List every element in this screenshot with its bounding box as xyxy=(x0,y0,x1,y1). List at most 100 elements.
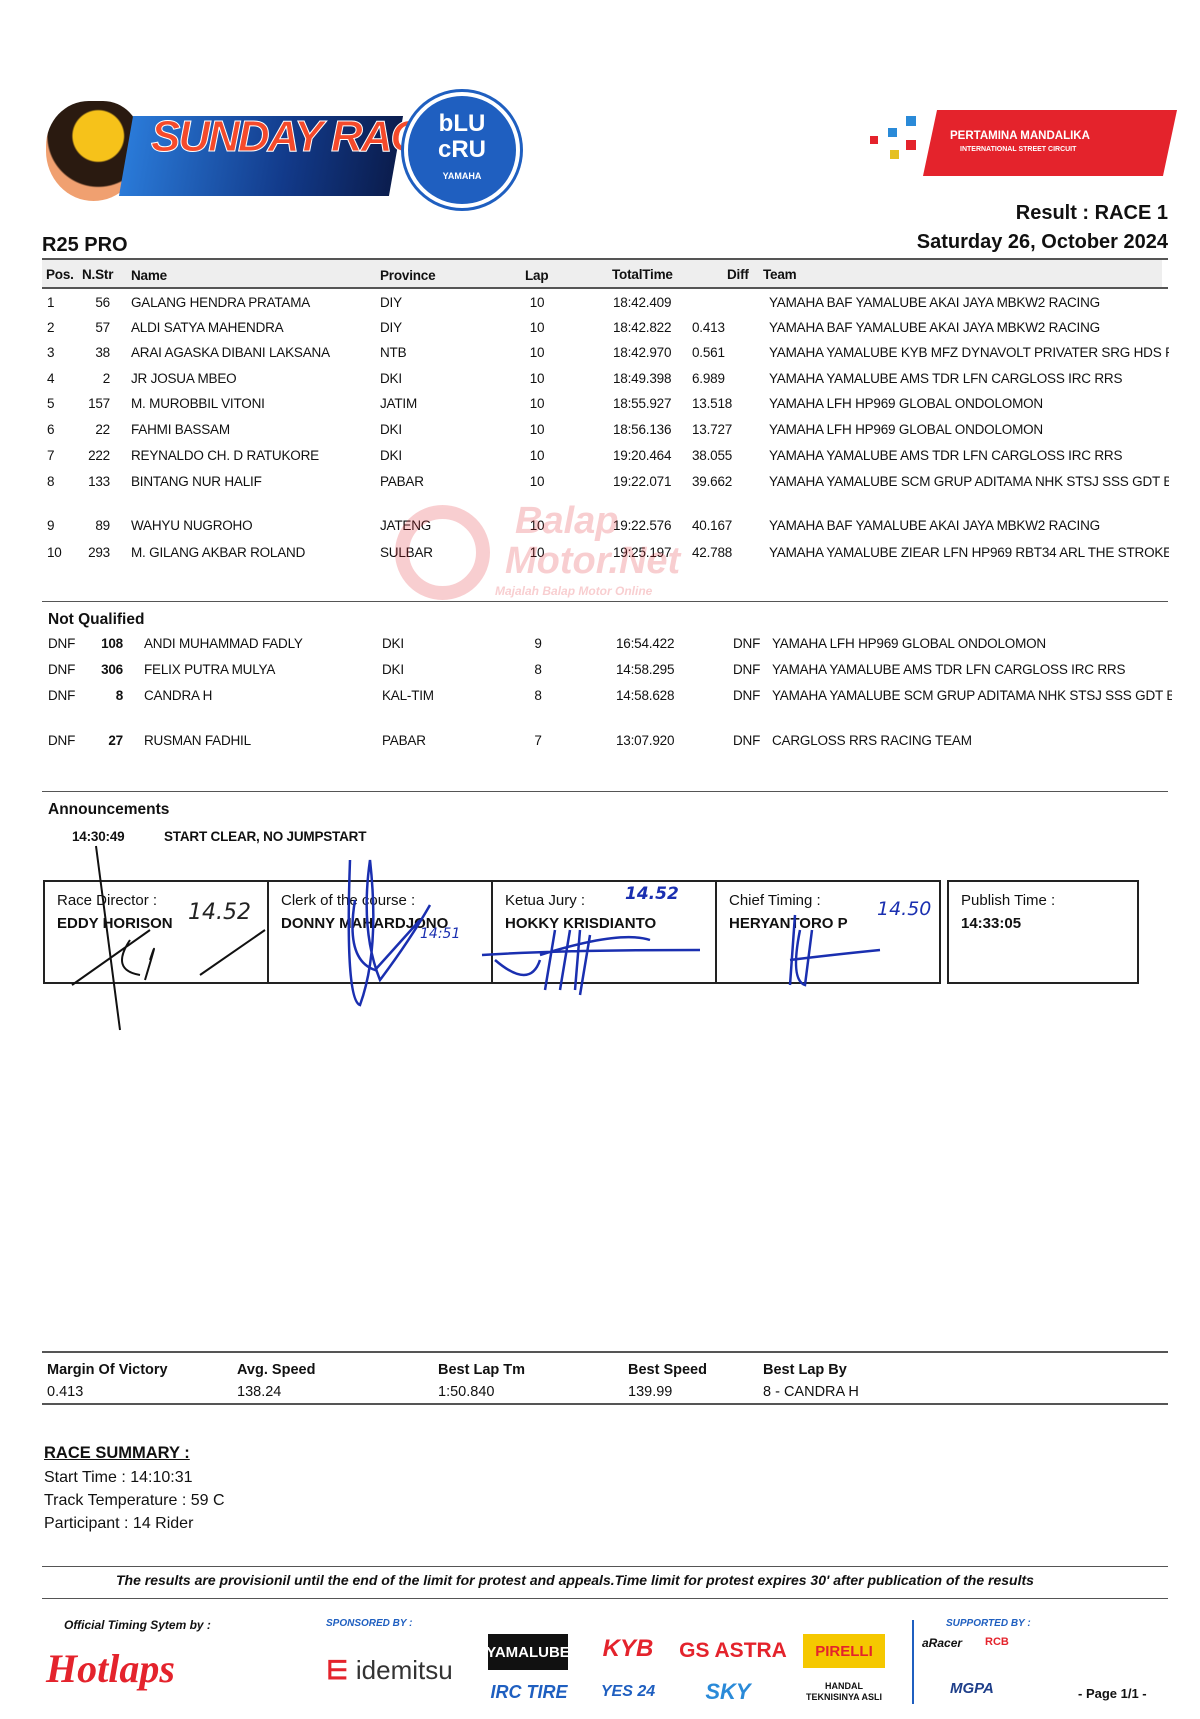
race-date: Saturday 26, October 2024 xyxy=(916,231,1168,253)
cell-diff: 6.989 xyxy=(692,371,725,386)
signature-label: Chief Timing : xyxy=(729,892,821,909)
cell-name: RUSMAN FADHIL xyxy=(144,733,251,748)
cell-pos: 8 xyxy=(47,474,55,489)
track-temperature: Track Temperature : 59 C xyxy=(44,1492,225,1509)
table-row: 4 2 JR JOSUA MBEO DKI 10 18:49.398 6.989 YAMAHA… xyxy=(0,371,1200,393)
idemitsu-logo: ⋿ idemitsu xyxy=(326,1655,453,1685)
handwritten-time: 14.52 xyxy=(625,884,679,904)
signature-name: HERYANTORO P xyxy=(729,915,848,932)
cell-name: CANDRA H xyxy=(144,688,213,703)
page-number: - Page 1/1 - xyxy=(1078,1686,1147,1701)
footer-divider xyxy=(912,1620,914,1704)
signature-box-clerk: Clerk of the course : DONNY MAHARDJONO xyxy=(267,880,493,984)
cell-lap: 10 xyxy=(529,545,545,560)
col-diff: Diff xyxy=(727,267,749,282)
table-row: 5 157 M. MUROBBIL VITONI JATIM 10 18:55.927 13… xyxy=(0,396,1200,418)
cell-diff: 13.518 xyxy=(692,396,733,411)
sponsored-label: SPONSORED BY : xyxy=(326,1618,413,1629)
stat-label: Best Speed xyxy=(628,1362,707,1378)
cell-diff: DNF xyxy=(733,688,761,703)
mgpa-logo: MGPA xyxy=(950,1680,994,1697)
col-team: Team xyxy=(763,267,797,282)
cell-pos: 2 xyxy=(47,320,55,335)
signature-name: DONNY MAHARDJONO xyxy=(281,915,449,932)
table-header xyxy=(42,260,1162,287)
cell-total: 18:49.398 xyxy=(613,371,672,386)
table-row: DNF 27 RUSMAN FADHIL PABAR 7 13:07.920 DNF CARG… xyxy=(0,733,1200,755)
cell-team: YAMAHA BAF YAMALUBE AKAI JAYA MBKW2 RACI… xyxy=(769,320,1100,335)
rcb-logo: RCB xyxy=(985,1636,1009,1648)
cell-pos: 3 xyxy=(47,345,55,360)
kyb-logo: KYB xyxy=(602,1635,654,1662)
table-row: 1 56 GALANG HENDRA PRATAMA DIY 10 18:42.409 YA… xyxy=(0,295,1200,317)
table-row: DNF 8 CANDRA H KAL-TIM 8 14:58.628 DNF YAMAHA Y… xyxy=(0,688,1200,710)
stat-label: Margin Of Victory xyxy=(47,1362,168,1378)
cell-team: YAMAHA YAMALUBE SCM GRUP ADITAMA NHK STS… xyxy=(772,688,1172,703)
cell-diff: 0.413 xyxy=(692,320,725,335)
cell-diff: 42.788 xyxy=(692,545,733,560)
col-lap: Lap xyxy=(525,268,549,283)
cell-pos: 10 xyxy=(47,545,62,560)
cell-lap: 10 xyxy=(529,371,545,386)
cell-lap: 10 xyxy=(529,448,545,463)
col-province: Province xyxy=(380,268,436,283)
cell-pos: DNF xyxy=(48,733,76,748)
cell-lap: 10 xyxy=(529,320,545,335)
timing-label: Official Timing Sytem by : xyxy=(64,1618,211,1632)
class-title: R25 PRO xyxy=(42,234,128,256)
cell-province: DKI xyxy=(382,662,404,677)
mandalika-logo: PERTAMINA MANDALIKA INTERNATIONAL STREET… xyxy=(870,110,1178,176)
cell-nstr: 2 xyxy=(102,371,111,386)
cell-total: 13:07.920 xyxy=(616,733,675,748)
handal-logo: HANDAL TEKNISINYA ASLI xyxy=(805,1681,882,1702)
table-row: DNF 306 FELIX PUTRA MULYA DKI 8 14:58.295 DNF Y… xyxy=(0,662,1200,684)
cell-team: CARGLOSS RRS RACING TEAM xyxy=(772,733,972,748)
cell-team: YAMAHA LFH HP969 GLOBAL ONDOLOMON xyxy=(769,396,1043,411)
cell-pos: DNF xyxy=(48,636,76,651)
cell-name: FAHMI BASSAM xyxy=(131,422,230,437)
cell-nstr: 222 xyxy=(88,448,110,463)
cell-pos: DNF xyxy=(48,688,76,703)
aracer-logo: aRacer xyxy=(922,1636,963,1650)
cell-total: 14:58.295 xyxy=(616,662,675,677)
sunday-race-logo: SUNDAY RACE xyxy=(46,96,450,206)
cell-lap: 10 xyxy=(529,518,545,533)
cell-province: DKI xyxy=(380,448,402,463)
cell-team: YAMAHA BAF YAMALUBE AKAI JAYA MBKW2 RACI… xyxy=(769,518,1100,533)
cell-team: YAMAHA YAMALUBE AMS TDR LFN CARGLOSS IRC… xyxy=(772,662,1126,677)
table-row: 8 133 BINTANG NUR HALIF PABAR 10 19:22.071 39.… xyxy=(0,474,1200,496)
cell-lap: 10 xyxy=(529,422,545,437)
race-summary-title: RACE SUMMARY : xyxy=(44,1444,190,1462)
cell-diff: DNF xyxy=(733,733,761,748)
cell-total: 18:56.136 xyxy=(613,422,672,437)
signature-name: EDDY HORISON xyxy=(57,915,173,932)
cell-province: NTB xyxy=(380,345,407,360)
cell-total: 18:55.927 xyxy=(613,396,672,411)
cell-nstr: 306 xyxy=(101,662,123,677)
cell-nstr: 8 xyxy=(115,688,124,703)
cell-name: BINTANG NUR HALIF xyxy=(131,474,262,489)
stat-label: Best Lap By xyxy=(763,1362,847,1378)
signature-label: Ketua Jury : xyxy=(505,892,586,909)
stat-value: 0.413 xyxy=(47,1384,84,1400)
cell-province: JATIM xyxy=(380,396,417,411)
cell-lap: 10 xyxy=(529,345,545,360)
cell-lap: 8 xyxy=(534,662,542,677)
participant-count: Participant : 14 Rider xyxy=(44,1515,194,1532)
cell-total: 19:25.197 xyxy=(613,545,672,560)
cell-diff: 40.167 xyxy=(692,518,733,533)
cell-team: YAMAHA YAMALUBE SCM GRUP ADITAMA NHK STS… xyxy=(769,474,1169,489)
publish-value: 14:33:05 xyxy=(961,915,1022,932)
irc-tire-logo: IRC TIRE xyxy=(490,1681,568,1702)
cell-name: JR JOSUA MBEO xyxy=(131,371,237,386)
cell-name: ARAI AGASKA DIBANI LAKSANA xyxy=(131,345,330,360)
cell-name: ALDI SATYA MAHENDRA xyxy=(131,320,284,335)
col-total: TotalTime xyxy=(612,267,673,282)
table-row: DNF 108 ANDI MUHAMMAD FADLY DKI 9 16:54.422 DN… xyxy=(0,636,1200,658)
cell-diff: DNF xyxy=(733,636,761,651)
yamalube-logo: YAMALUBE xyxy=(486,1634,570,1670)
cell-province: PABAR xyxy=(380,474,424,489)
cell-lap: 7 xyxy=(534,733,542,748)
col-name: Name xyxy=(131,268,167,283)
cell-lap: 8 xyxy=(534,688,542,703)
